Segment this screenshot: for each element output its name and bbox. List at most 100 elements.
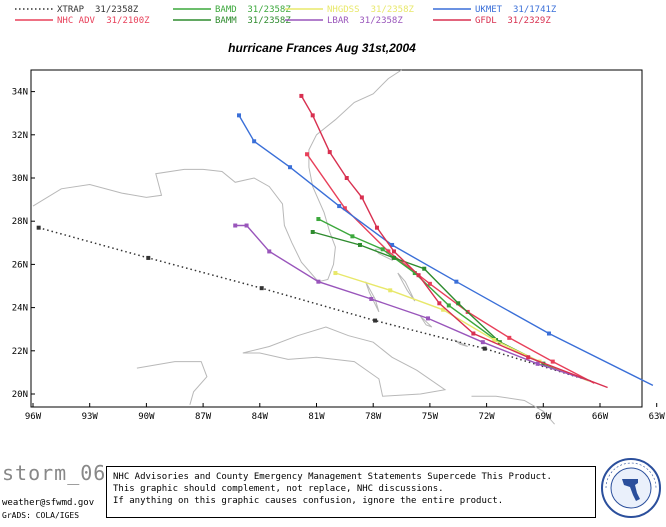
- x-tick-label: 66W: [592, 412, 609, 422]
- series-point: [373, 318, 378, 323]
- legend-time: 31/1741Z: [513, 5, 557, 15]
- series-point: [237, 113, 242, 118]
- series-point: [233, 223, 238, 228]
- coastline: [32, 69, 402, 283]
- legend-label: XTRAP: [57, 5, 85, 15]
- series-point: [471, 331, 476, 336]
- y-tick-label: 34N: [12, 88, 28, 98]
- series-point: [36, 225, 41, 230]
- grads-credit: GrADS: COLA/IGES: [2, 511, 80, 520]
- coastline-map: [32, 69, 555, 425]
- x-tick-label: 96W: [25, 412, 42, 422]
- series-point: [369, 296, 374, 301]
- series-point: [441, 307, 446, 312]
- series-point: [244, 223, 249, 228]
- x-tick-label: 63W: [649, 412, 666, 422]
- x-tick-label: 75W: [422, 412, 439, 422]
- series-point: [446, 303, 451, 308]
- legend-label: BAMD: [215, 5, 237, 15]
- series-point: [391, 249, 396, 254]
- disclaimer-line: NHC Advisories and County Emergency Mana…: [113, 472, 552, 482]
- series-point: [310, 230, 315, 234]
- series-point: [546, 331, 551, 336]
- legend-time: 31/2100Z: [106, 16, 150, 26]
- series-point: [386, 249, 391, 254]
- series-point: [259, 286, 264, 291]
- series-point: [380, 247, 385, 252]
- x-tick-label: 81W: [308, 412, 325, 422]
- series-point: [267, 249, 272, 254]
- series-point: [337, 204, 342, 209]
- x-tick-label: 78W: [365, 412, 382, 422]
- y-tick-label: 22N: [12, 347, 28, 357]
- series-point: [390, 242, 395, 247]
- series-point: [412, 271, 417, 276]
- series-point: [422, 266, 427, 271]
- series-point: [146, 255, 151, 260]
- series-point: [507, 335, 512, 340]
- series-point: [288, 165, 293, 170]
- series-point: [359, 195, 364, 200]
- series-point: [374, 225, 379, 230]
- coastline: [242, 326, 447, 397]
- y-tick-label: 26N: [12, 260, 28, 270]
- y-tick-label: 20N: [12, 390, 28, 400]
- coastline: [454, 339, 468, 347]
- series-point: [426, 316, 431, 321]
- series-point: [299, 93, 304, 98]
- series-point: [492, 338, 497, 342]
- y-tick-label: 30N: [12, 174, 28, 184]
- coastline: [419, 315, 433, 328]
- series-point: [342, 206, 347, 211]
- series-point: [388, 288, 393, 293]
- legend-label: GFDL: [475, 16, 497, 26]
- series-point: [316, 279, 321, 284]
- sfwmd-seal-logo: [601, 458, 661, 518]
- series-point: [526, 355, 531, 360]
- x-tick-label: 90W: [138, 412, 155, 422]
- series-point: [333, 271, 338, 276]
- series-point: [357, 242, 362, 247]
- contact-email: weather@sfwmd.gov: [2, 498, 95, 508]
- series-point: [550, 359, 555, 364]
- legend-time: 31/2358Z: [95, 5, 139, 15]
- series-point: [427, 281, 432, 286]
- y-tick-label: 28N: [12, 217, 28, 227]
- x-tick-label: 69W: [535, 412, 552, 422]
- series-point: [252, 139, 257, 144]
- series-point: [305, 152, 310, 157]
- legend-label: BAMM: [215, 16, 237, 26]
- series-point: [316, 217, 321, 222]
- y-tick-label: 24N: [12, 304, 28, 314]
- disclaimer-line: If anything on this graphic causes confu…: [113, 496, 504, 506]
- series-point: [391, 255, 396, 260]
- legend-label: LBAR: [327, 16, 349, 26]
- x-tick-label: 72W: [478, 412, 495, 422]
- y-axis-ticks: 20N 22N 24N 26N 28N 30N 32N 34N: [12, 88, 35, 400]
- legend-label: UKMET: [475, 5, 503, 15]
- chart-title: hurricane Frances Aug 31st,2004: [228, 41, 416, 55]
- series-point: [344, 176, 349, 180]
- forecast-tracks: [36, 93, 654, 389]
- coastline: [471, 395, 555, 425]
- series-line-gfdl: [300, 95, 608, 389]
- legend-label: NHC ADV: [57, 16, 96, 26]
- legend-label: NHGDSS: [327, 5, 360, 15]
- series-point: [327, 150, 332, 155]
- coastline: [397, 272, 416, 302]
- x-tick-label: 93W: [82, 412, 99, 422]
- series-point: [310, 113, 315, 118]
- series-point: [535, 361, 540, 366]
- legend-time: 31/2358Z: [247, 16, 291, 26]
- series-point: [482, 346, 487, 351]
- y-tick-label: 32N: [12, 131, 28, 141]
- series-line-xtrap: [38, 226, 591, 382]
- disclaimer-box: NHC Advisories and County Emergency Mana…: [106, 466, 596, 518]
- series-point: [456, 301, 461, 306]
- legend-time: 31/2358Z: [359, 16, 403, 26]
- legend-time: 31/2358Z: [247, 5, 291, 15]
- x-tick-label: 87W: [195, 412, 212, 422]
- series-point: [350, 234, 355, 239]
